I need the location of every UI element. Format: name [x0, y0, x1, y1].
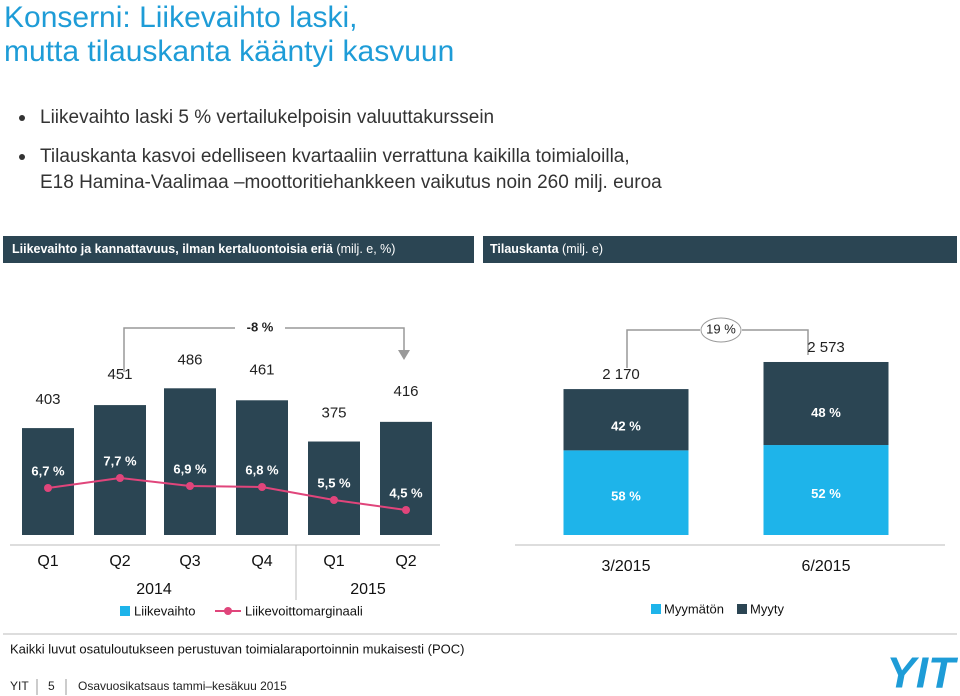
bar: [236, 400, 288, 535]
line-label: 6,9 %: [173, 461, 207, 476]
legend-label: Liikevoittomarginaali: [245, 603, 363, 618]
line-marker: [258, 483, 266, 491]
segment-label: 52 %: [811, 486, 841, 501]
bar-label: 486: [177, 351, 202, 368]
x-tick-label: 3/2015: [602, 558, 651, 575]
legend-swatch: [737, 604, 747, 614]
bar: [164, 388, 216, 535]
line-label: 7,7 %: [103, 453, 137, 468]
line-label: 6,7 %: [31, 463, 65, 478]
line-label: 5,5 %: [317, 475, 351, 490]
bullet: Tilauskanta kasvoi edelliseen kvartaalii…: [40, 146, 630, 167]
legend-swatch: [651, 604, 661, 614]
bullet-dot: [19, 115, 25, 121]
arrow: [398, 350, 410, 360]
line-label: 6,8 %: [245, 462, 279, 477]
x-tick-label: Q1: [37, 553, 58, 570]
segment-label: 48 %: [811, 405, 841, 420]
line-marker: [330, 496, 338, 504]
x-tick-label: 6/2015: [802, 558, 851, 575]
bar-segment: [563, 389, 689, 451]
line-marker: [44, 484, 52, 492]
bar-segment: [563, 450, 689, 535]
legend-swatch: [224, 607, 232, 615]
bar-segment: [763, 445, 889, 535]
line: [47, 476, 407, 511]
line-label: 4,5 %: [389, 485, 423, 500]
footer-note: Kaikki luvut osatuloutukseen perustuvan …: [10, 641, 465, 656]
bar-label: 416: [393, 383, 418, 400]
bullet-dot: [19, 154, 25, 160]
panel-title: Tilauskanta (milj. e): [490, 242, 603, 256]
total-label: 2 170: [602, 366, 640, 383]
annotation: -8 %: [247, 319, 274, 334]
panel-title: Liikevaihto ja kannattavuus, ilman kerta…: [12, 242, 395, 256]
legend-swatch: [120, 606, 130, 616]
segment-label: 42 %: [611, 419, 641, 434]
logo: YIT: [887, 649, 959, 696]
bar-label: 451: [107, 366, 132, 383]
panel-subtitle: (milj. e, %): [336, 242, 395, 256]
bullet: E18 Hamina-Vaalimaa –moottoritiehankkeen…: [40, 172, 662, 193]
annotation: 19 %: [706, 321, 736, 336]
title: mutta tilauskanta kääntyi kasvuun: [4, 35, 454, 68]
bar: [22, 428, 74, 535]
bullet: Liikevaihto laski 5 % vertailukelpoisin …: [40, 107, 494, 128]
annotation-circle: [700, 317, 742, 343]
bar: [308, 441, 360, 535]
bar: [94, 405, 146, 535]
footer-report: Osavuosikatsaus tammi–kesäkuu 2015: [78, 679, 287, 693]
bar-label: 375: [321, 404, 346, 421]
group-label: 2015: [350, 581, 386, 598]
line-marker: [402, 506, 410, 514]
panel-title: Tilauskanta: [490, 242, 560, 256]
x-tick-label: Q4: [251, 553, 272, 570]
bar: [380, 421, 432, 535]
bar-label: 403: [35, 391, 60, 408]
legend-label: Liikevaihto: [134, 603, 195, 618]
bar-segment: [763, 361, 889, 446]
footer-page: 5: [48, 679, 55, 693]
title: Konserni: Liikevaihto laski,: [4, 1, 358, 34]
legend-label: Myyty: [750, 601, 784, 616]
line-marker: [186, 482, 194, 490]
total-label: 2 573: [807, 339, 845, 356]
line-marker: [116, 474, 124, 482]
bracket: [123, 327, 405, 372]
x-tick-label: Q2: [109, 553, 130, 570]
bracket: [626, 329, 809, 368]
bar-label: 461: [249, 361, 274, 378]
x-tick-label: Q1: [323, 553, 344, 570]
legend-label: Myymätön: [664, 601, 724, 616]
panel-header: [483, 236, 957, 263]
panel-header: [3, 236, 474, 263]
panel-title: Liikevaihto ja kannattavuus, ilman kerta…: [12, 242, 333, 256]
group-label: 2014: [136, 581, 172, 598]
panel-subtitle: (milj. e): [562, 242, 603, 256]
x-tick-label: Q2: [395, 553, 416, 570]
footer-company: YIT: [10, 679, 29, 693]
segment-label: 58 %: [611, 488, 641, 503]
x-tick-label: Q3: [179, 553, 200, 570]
